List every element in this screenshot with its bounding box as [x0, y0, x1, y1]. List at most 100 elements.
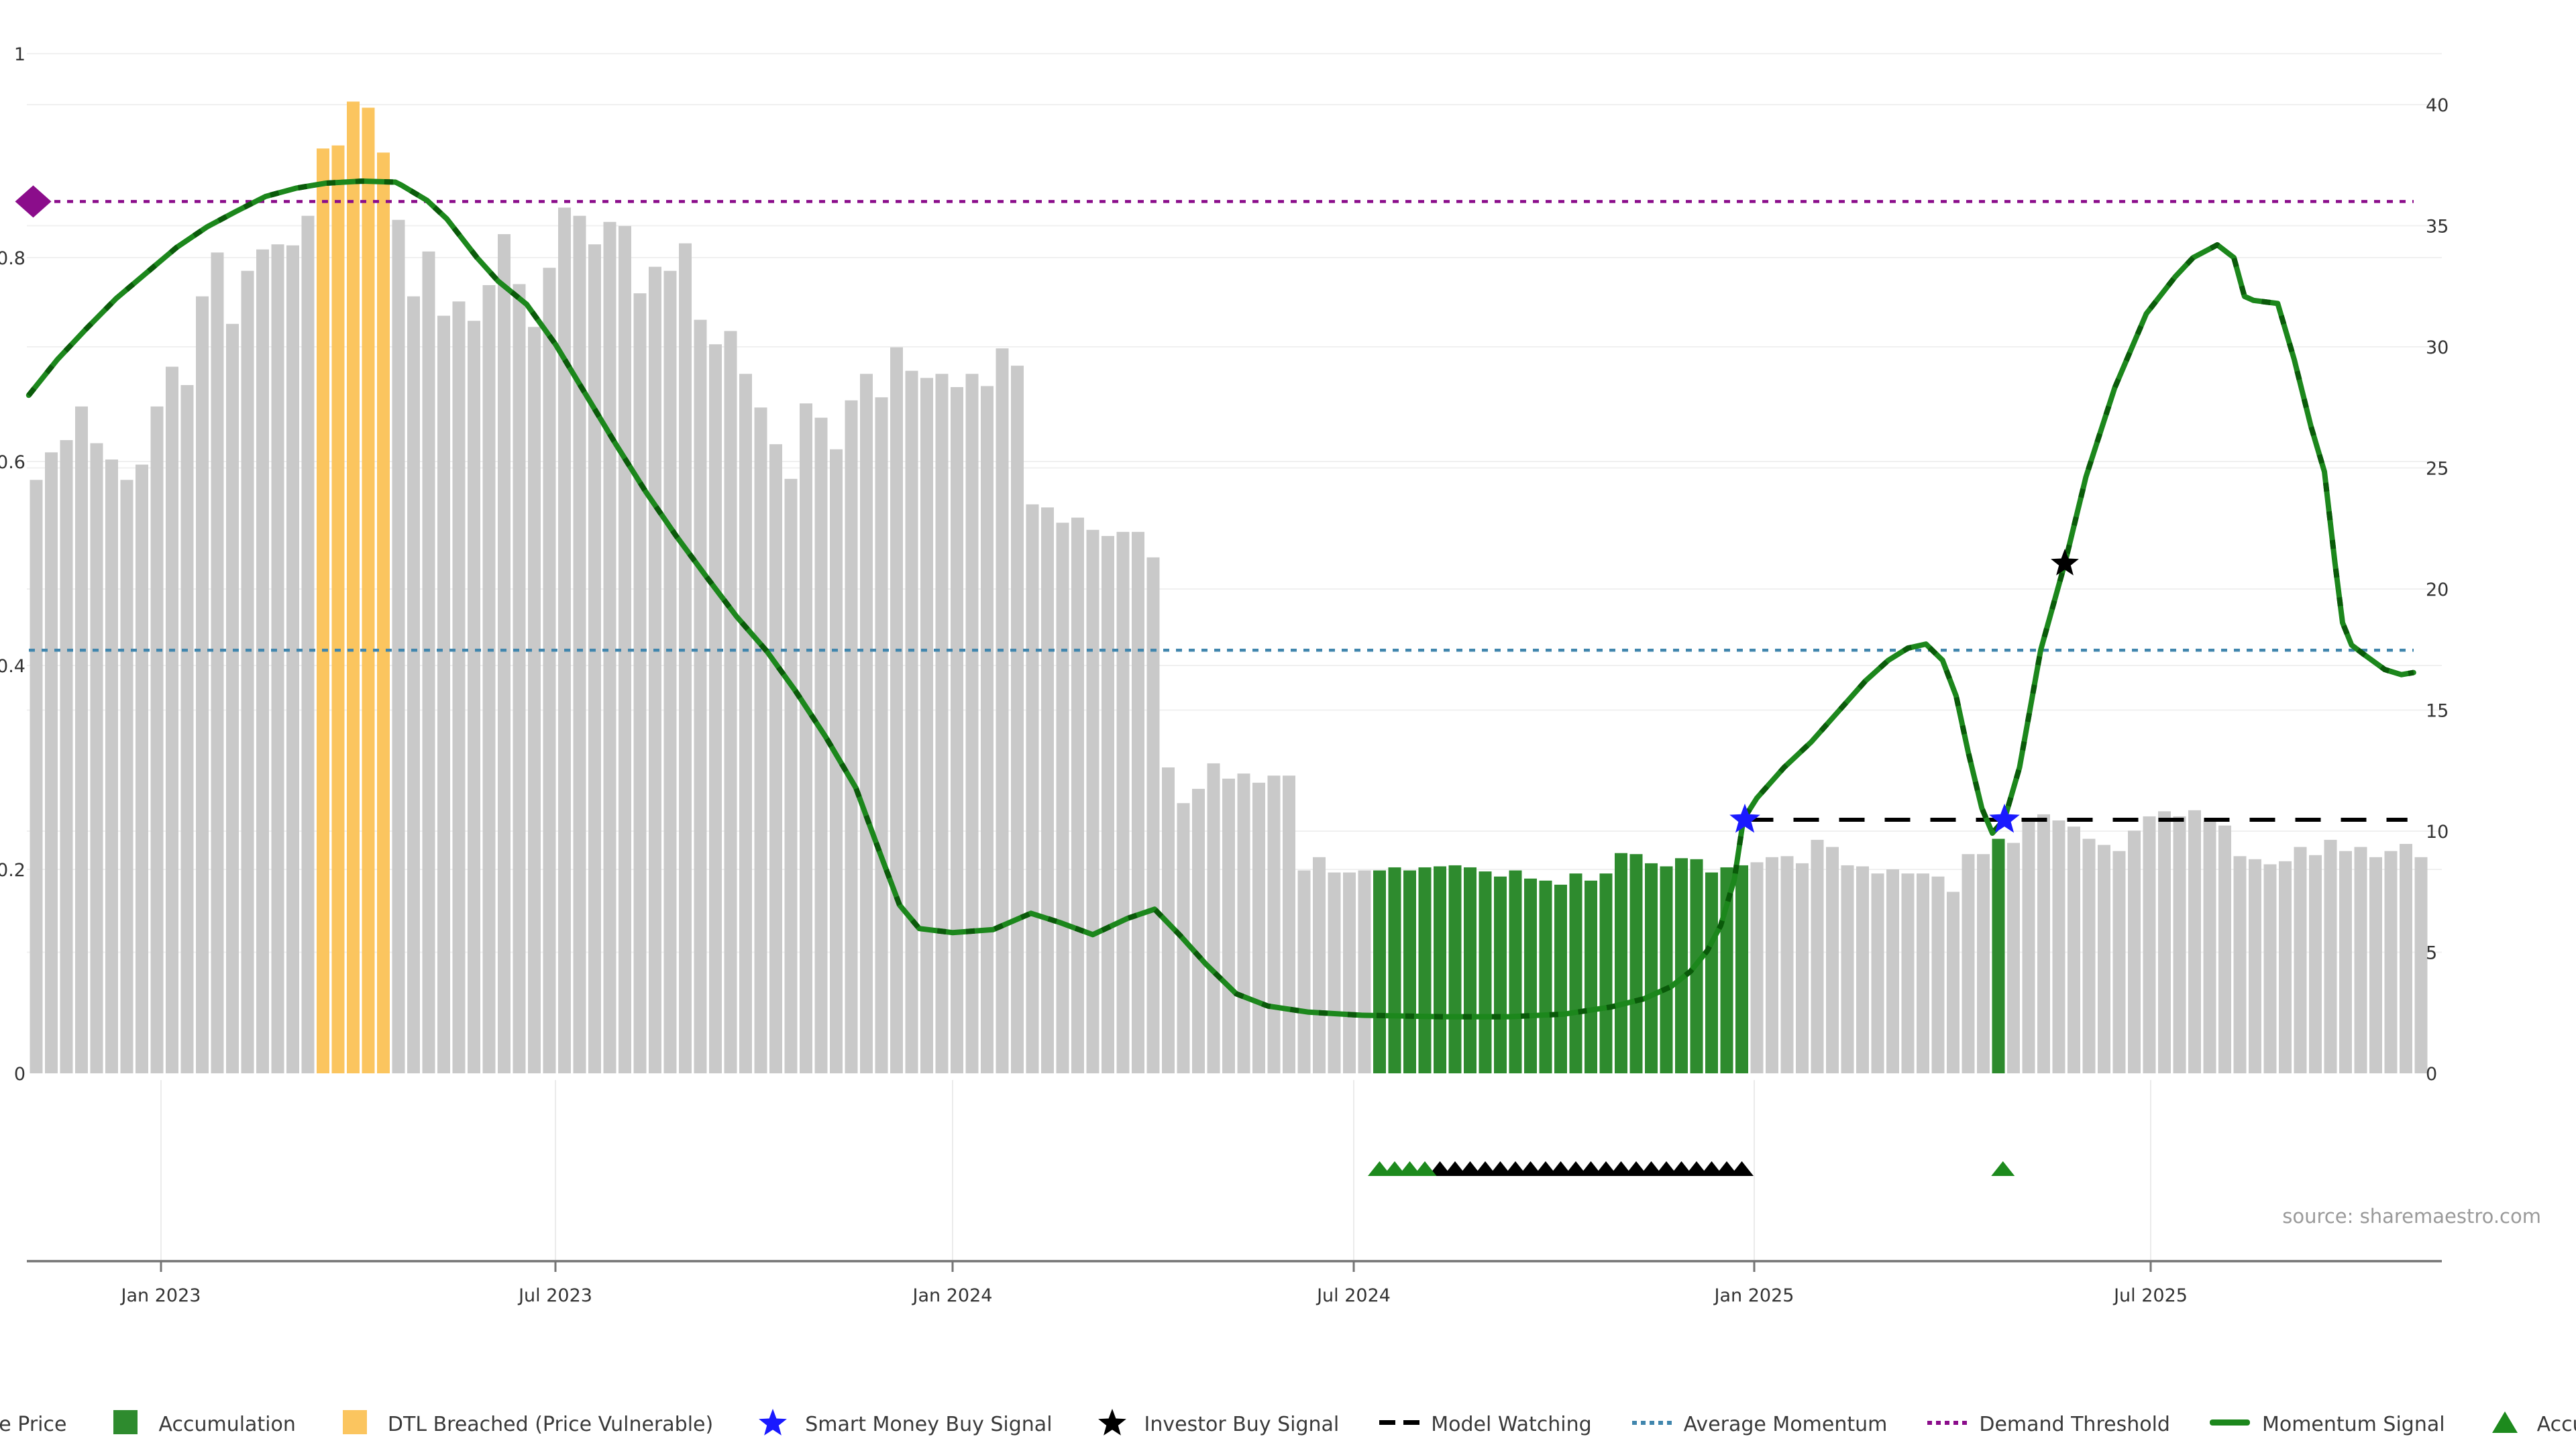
bar-accumulation — [1448, 865, 1462, 1073]
watch-triangle — [1489, 1161, 1512, 1176]
bar-close-price — [1856, 866, 1869, 1073]
source-credit: source: sharemaestro.com — [2282, 1205, 2541, 1228]
bar-close-price — [2112, 851, 2126, 1073]
watch-triangle — [1730, 1161, 1754, 1176]
bar-close-price — [603, 221, 616, 1073]
bar-close-price — [724, 331, 737, 1074]
bar-accumulation — [1509, 870, 1522, 1073]
bar-close-price — [2369, 857, 2382, 1073]
bar-accumulation — [1992, 839, 2005, 1073]
watch-triangle — [1549, 1161, 1572, 1176]
left-axis-label: 0.8 — [0, 248, 25, 269]
bar-close-price — [437, 315, 450, 1073]
bar-close-price — [649, 266, 661, 1074]
bar-close-price — [1102, 535, 1114, 1073]
bar-close-price — [513, 284, 526, 1073]
bar-close-price — [1283, 775, 1295, 1073]
right-axis-label: 30 — [2426, 337, 2449, 358]
x-tick-label: Jan 2023 — [120, 1285, 201, 1306]
bar-close-price — [301, 215, 315, 1074]
watch-triangle — [1609, 1161, 1633, 1176]
bar-close-price — [1237, 773, 1250, 1073]
demand-threshold-diamond — [15, 185, 52, 218]
watch-triangle — [1458, 1161, 1482, 1176]
bar-close-price — [1886, 869, 1899, 1073]
bar-close-price — [1962, 854, 1975, 1073]
bar-close-price — [845, 400, 858, 1073]
bar-close-price — [1192, 788, 1205, 1073]
bar-accumulation — [1705, 872, 1718, 1073]
bar-close-price — [226, 323, 239, 1073]
bar-close-price — [2052, 820, 2065, 1073]
bar-accumulation — [1735, 865, 1748, 1073]
bar-accumulation — [1675, 858, 1688, 1073]
x-tick-label: Jul 2023 — [517, 1285, 592, 1306]
bar-dtl-breached — [377, 152, 390, 1074]
bar-close-price — [1132, 531, 1144, 1073]
bar-close-price — [2203, 821, 2216, 1073]
bar-close-price — [2233, 856, 2247, 1073]
legend-item-model-watching: Model Watching — [1377, 1406, 1592, 1444]
bar-close-price — [241, 270, 254, 1073]
bar-close-price — [784, 478, 798, 1073]
bar-close-price — [679, 243, 692, 1074]
bar-close-price — [180, 385, 194, 1073]
bar-close-price — [45, 452, 58, 1073]
x-tick-label: Jul 2025 — [2112, 1285, 2188, 1306]
bar-close-price — [814, 417, 828, 1073]
bar-close-price — [573, 215, 586, 1074]
watch-triangle — [1700, 1161, 1723, 1176]
left-axis-label: 0.6 — [0, 452, 25, 473]
legend-item-average-momentum: Average Momentum — [1629, 1406, 1887, 1444]
bar-close-price — [166, 366, 178, 1073]
legend-dotted-line-icon — [1925, 1406, 1969, 1444]
bar-close-price — [905, 370, 918, 1073]
bar-close-price — [1750, 862, 1764, 1073]
bar-close-price — [981, 386, 994, 1073]
bar-close-price — [1977, 854, 1990, 1073]
legend-label: DTL Breached (Price Vulnerable) — [387, 1413, 714, 1436]
legend-dotted-line-icon — [1629, 1406, 1674, 1444]
bar-close-price — [694, 319, 707, 1074]
bar-close-price — [2022, 820, 2035, 1073]
bar-close-price — [392, 219, 405, 1073]
bar-close-price — [1947, 892, 1960, 1073]
legend-item-close-price: Close Price — [0, 1406, 66, 1444]
smart-money-buy-star — [1729, 804, 1760, 833]
x-tick-label: Jan 2024 — [912, 1285, 993, 1306]
bar-close-price — [1056, 523, 1069, 1073]
bar-accumulation — [1554, 884, 1567, 1073]
right-axis-label: 20 — [2426, 580, 2449, 600]
bar-close-price — [1116, 531, 1130, 1073]
bar-close-price — [1358, 870, 1371, 1073]
bar-close-price — [1252, 782, 1265, 1073]
smart-money-buy-star — [1989, 804, 2020, 833]
bar-close-price — [588, 244, 601, 1073]
bar-close-price — [860, 374, 873, 1073]
right-axis-label: 25 — [2426, 459, 2449, 480]
bar-close-price — [1328, 872, 1341, 1073]
bar-close-price — [1222, 778, 1235, 1073]
bar-close-price — [1841, 865, 1854, 1073]
legend-item-smart-money-buy-signal: Smart Money Buy Signal — [751, 1406, 1053, 1444]
bar-close-price — [468, 321, 480, 1073]
bar-close-price — [1313, 857, 1326, 1073]
bar-close-price — [150, 406, 164, 1073]
legend-label: Accumulation — [2536, 1413, 2576, 1436]
bar-close-price — [2173, 816, 2186, 1073]
bar-accumulation — [1403, 870, 1416, 1073]
right-axis-label: 40 — [2426, 95, 2449, 116]
bar-close-price — [1826, 847, 1839, 1073]
legend-item-accumulation: Accumulation — [104, 1406, 296, 1444]
accumulation-triangle — [1368, 1161, 1391, 1176]
bar-dtl-breached — [317, 148, 329, 1074]
watch-triangle — [1579, 1161, 1603, 1176]
bar-close-price — [558, 207, 571, 1073]
bar-close-price — [2249, 859, 2261, 1073]
legend-label: Close Price — [0, 1413, 67, 1436]
bar-close-price — [136, 464, 148, 1073]
bar-close-price — [2294, 847, 2307, 1073]
legend-square-icon — [104, 1406, 148, 1444]
